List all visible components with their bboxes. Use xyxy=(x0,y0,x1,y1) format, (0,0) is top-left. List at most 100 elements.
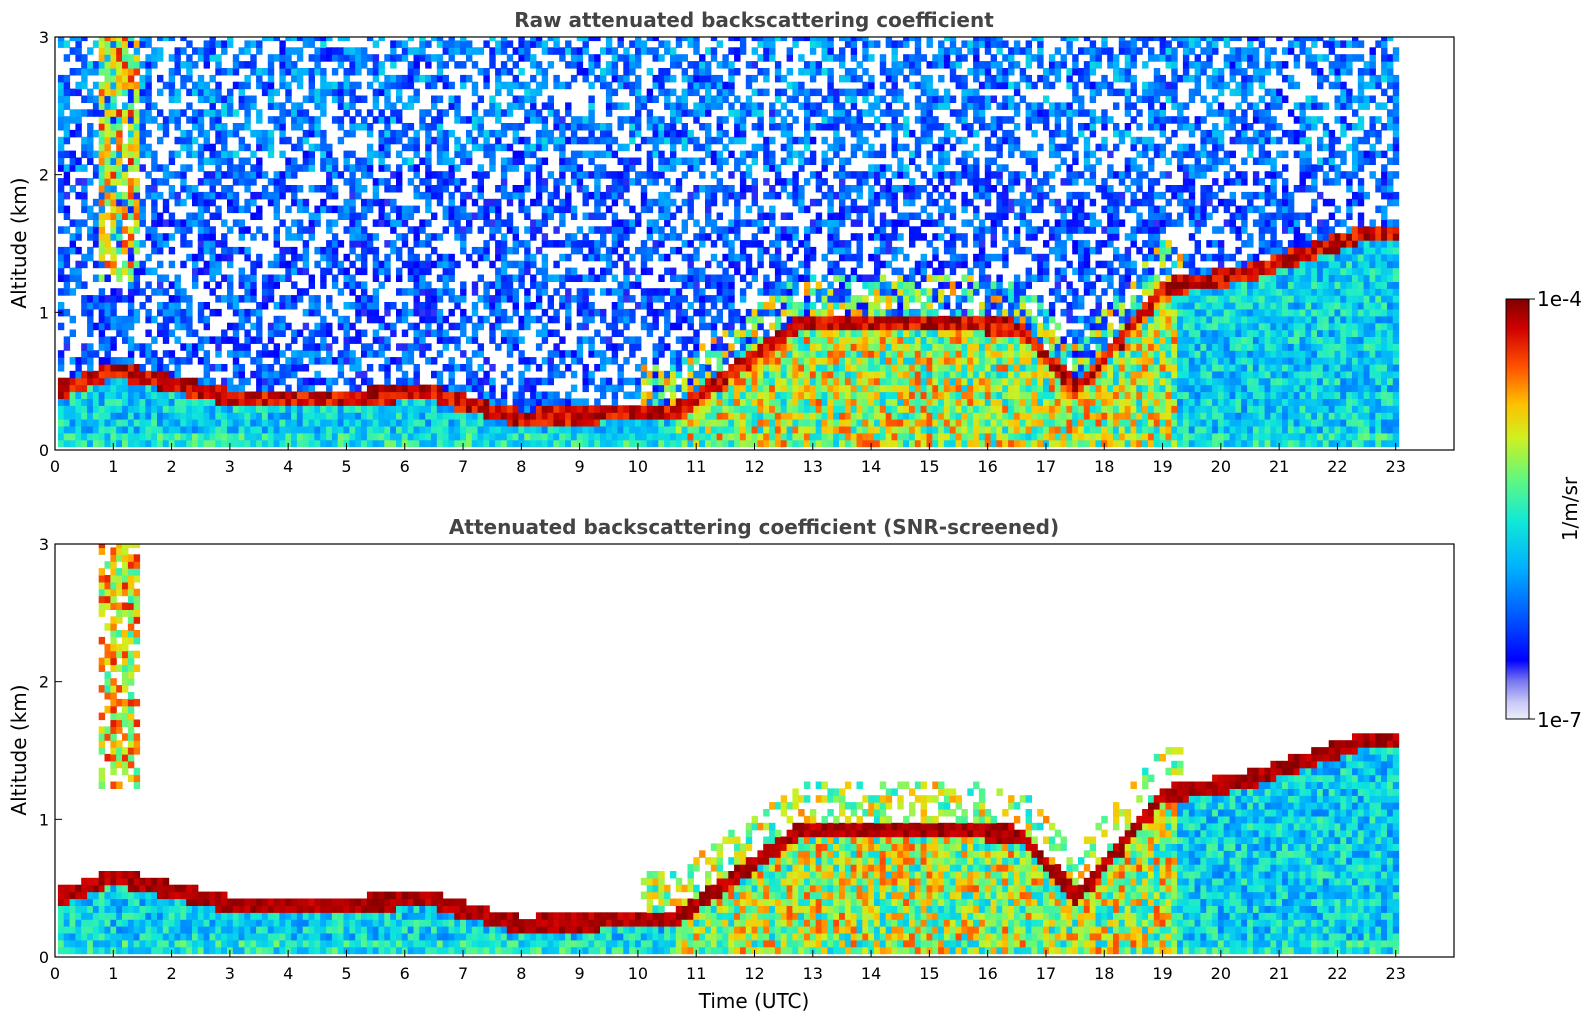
heatmap-cell xyxy=(652,240,659,248)
heatmap-cell xyxy=(372,274,380,282)
heatmap-cell xyxy=(343,253,350,262)
heatmap-cell xyxy=(640,370,648,379)
heatmap-cell xyxy=(693,136,700,145)
heatmap-cell xyxy=(326,419,333,427)
heatmap-cell xyxy=(197,419,205,427)
heatmap-cell xyxy=(296,267,304,276)
heatmap-cell xyxy=(116,123,123,131)
heatmap-cell xyxy=(617,315,624,324)
heatmap-cell xyxy=(681,253,688,262)
heatmap-cell xyxy=(192,267,199,276)
heatmap-cell xyxy=(739,419,747,427)
heatmap-cell xyxy=(279,109,286,117)
heatmap-cell xyxy=(180,405,187,413)
heatmap-cell xyxy=(565,391,572,399)
heatmap-cell xyxy=(751,61,758,69)
heatmap-cell xyxy=(133,95,141,103)
heatmap-cell xyxy=(413,384,420,393)
heatmap-cell xyxy=(209,246,216,255)
heatmap-cell xyxy=(174,432,181,441)
heatmap-cell xyxy=(547,212,554,220)
heatmap-cell xyxy=(570,54,578,62)
heatmap-cell xyxy=(209,425,216,434)
heatmap-cell xyxy=(675,315,683,324)
heatmap-cell xyxy=(804,95,811,103)
heatmap-cell xyxy=(331,260,339,269)
heatmap-cell xyxy=(250,432,257,441)
heatmap-cell xyxy=(267,412,275,420)
heatmap-cell xyxy=(145,74,152,83)
heatmap-cell xyxy=(279,150,286,159)
heatmap-cell xyxy=(63,74,71,83)
heatmap-cell xyxy=(460,350,467,358)
heatmap-cell xyxy=(600,308,607,317)
heatmap-cell xyxy=(600,267,607,276)
heatmap-cell xyxy=(413,205,420,214)
heatmap-cell xyxy=(739,109,747,117)
heatmap-cell xyxy=(291,47,298,55)
heatmap-cell xyxy=(151,191,158,200)
heatmap-cell xyxy=(291,370,298,379)
heatmap-cell xyxy=(291,260,298,269)
heatmap-cell xyxy=(261,343,269,351)
heatmap-cell xyxy=(541,123,549,131)
heatmap-cell xyxy=(174,198,181,207)
heatmap-cell xyxy=(227,171,234,179)
heatmap-cell xyxy=(291,37,298,42)
heatmap-cell xyxy=(186,357,193,365)
heatmap-cell xyxy=(168,419,176,427)
heatmap-cell xyxy=(273,322,280,331)
heatmap-cell xyxy=(401,398,409,406)
heatmap-cell xyxy=(757,40,764,48)
heatmap-cell xyxy=(530,425,537,434)
heatmap-cell xyxy=(98,226,106,234)
heatmap-cell xyxy=(331,308,339,317)
heatmap-cell xyxy=(471,370,479,379)
heatmap-cell xyxy=(151,425,158,434)
heatmap-cell xyxy=(518,315,525,324)
heatmap-cell xyxy=(116,329,123,337)
heatmap-cell xyxy=(600,81,607,90)
heatmap-cell xyxy=(413,267,420,276)
heatmap-cell xyxy=(174,370,181,379)
heatmap-cell xyxy=(623,157,630,165)
heatmap-cell xyxy=(500,425,508,434)
heatmap-cell xyxy=(162,364,170,372)
heatmap-cell xyxy=(745,171,753,179)
heatmap-cell xyxy=(104,95,111,103)
heatmap-cell xyxy=(716,274,723,282)
heatmap-cell xyxy=(331,432,339,441)
heatmap-cell xyxy=(151,288,158,296)
heatmap-cell xyxy=(495,226,502,234)
heatmap-cell xyxy=(710,136,718,145)
heatmap-cell xyxy=(378,116,385,124)
heatmap-cell xyxy=(471,102,479,110)
heatmap-cell xyxy=(553,405,560,413)
heatmap-cell xyxy=(699,315,706,324)
heatmap-cell xyxy=(530,302,537,310)
heatmap-cell xyxy=(582,240,589,248)
heatmap-cell xyxy=(809,150,817,159)
heatmap-cell xyxy=(215,384,222,393)
heatmap-cell xyxy=(664,95,671,103)
heatmap-cell xyxy=(425,398,432,406)
heatmap-cell xyxy=(168,171,176,179)
heatmap-cell xyxy=(763,150,770,159)
heatmap-cell xyxy=(792,384,799,393)
heatmap-cell xyxy=(705,61,712,69)
heatmap-cell xyxy=(617,178,624,186)
heatmap-cell xyxy=(448,274,455,282)
heatmap-cell xyxy=(693,157,700,165)
heatmap-cell xyxy=(215,54,222,62)
heatmap-cell xyxy=(396,116,403,124)
heatmap-cell xyxy=(314,129,321,138)
heatmap-cell xyxy=(192,405,199,413)
heatmap-cell xyxy=(652,226,659,234)
heatmap-cell xyxy=(122,143,129,152)
heatmap-cell xyxy=(664,212,671,220)
heatmap-cell xyxy=(728,102,735,110)
heatmap-cell xyxy=(407,267,415,276)
heatmap-cell xyxy=(670,425,677,434)
heatmap-cell xyxy=(384,219,391,227)
heatmap-cell xyxy=(588,267,595,276)
